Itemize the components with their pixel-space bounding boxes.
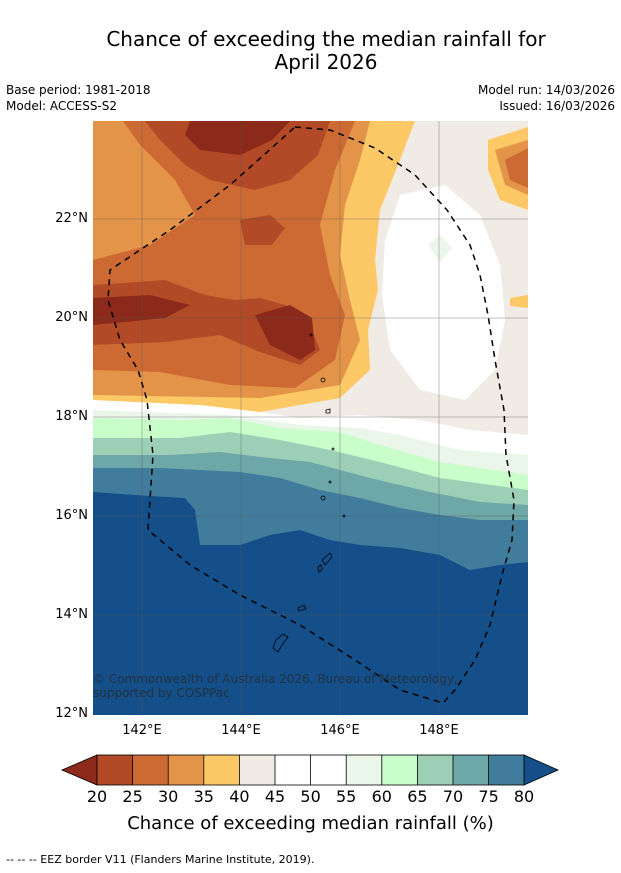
title-line-1: Chance of exceeding the median rainfall … bbox=[106, 27, 546, 51]
colorbar-tick: 40 bbox=[229, 787, 250, 806]
colorbar-bin-50-55 bbox=[310, 755, 347, 785]
model-name: Model: ACCESS-S2 bbox=[6, 99, 118, 113]
colorbar-tick: 50 bbox=[300, 787, 321, 806]
colorbar-tick: 55 bbox=[336, 787, 357, 806]
title-line-2: April 2026 bbox=[274, 50, 378, 74]
colorbar-bin-30-35 bbox=[168, 755, 204, 785]
lon-label-146e: 146°E bbox=[320, 723, 360, 738]
colorbar-low-extension bbox=[60, 754, 98, 786]
colorbar-label: Chance of exceeding median rainfall (%) bbox=[127, 813, 494, 834]
islands bbox=[272, 333, 346, 653]
model-run: Model run: 14/03/2026 bbox=[477, 83, 615, 97]
copyright-notice: © Commonwealth of Australia 2026, Bureau… bbox=[93, 672, 458, 700]
lon-label-142e: 142°E bbox=[122, 723, 162, 738]
colorbar-tick: 30 bbox=[158, 787, 179, 806]
field-40-45-e bbox=[510, 295, 528, 308]
eez-border bbox=[107, 126, 515, 704]
colorbar-bin-20-25 bbox=[97, 755, 133, 785]
colorbar-tick: 70 bbox=[442, 787, 464, 806]
field-20-25-west bbox=[93, 295, 190, 325]
colorbar-bin-25-30 bbox=[132, 755, 169, 785]
colorbar-tick: 60 bbox=[371, 787, 392, 806]
field-25-30-spot bbox=[240, 215, 285, 245]
lat-label-14n: 14°N bbox=[55, 607, 88, 622]
colorbar-bin-45-50 bbox=[275, 755, 311, 785]
lat-label-12n: 12°N bbox=[55, 706, 88, 721]
colorbar-tick: 25 bbox=[122, 787, 143, 806]
colorbar-tick: 20 bbox=[86, 787, 108, 806]
colorbar-bin-35-40 bbox=[203, 755, 240, 785]
colorbar-high-extension bbox=[523, 754, 559, 786]
field-30-35-ne bbox=[505, 148, 528, 188]
colorbar-bin-75-80 bbox=[488, 755, 524, 785]
base-period: Base period: 1981-2018 bbox=[6, 83, 151, 97]
meta-right: Model run: 14/03/2026 Issued: 16/03/2026 bbox=[478, 82, 615, 114]
lat-label-20n: 20°N bbox=[55, 310, 88, 325]
eez-footnote: -- -- -- EEZ border V11 (Flanders Marine… bbox=[6, 853, 315, 866]
lat-label-22n: 22°N bbox=[55, 211, 88, 226]
lat-label-18n: 18°N bbox=[55, 409, 88, 424]
meta-left: Base period: 1981-2018 Model: ACCESS-S2 bbox=[6, 82, 151, 114]
colorbar-bin-70-75 bbox=[453, 755, 489, 785]
colorbar-bin-40-45 bbox=[239, 755, 275, 785]
colorbar-outline bbox=[96, 754, 525, 786]
lon-label-148e: 148°E bbox=[419, 723, 459, 738]
field-80-plus-band bbox=[93, 492, 528, 715]
colorbar-dividers bbox=[132, 755, 490, 785]
probability-field bbox=[93, 121, 528, 715]
colorbar-bin-60-65 bbox=[381, 755, 418, 785]
colorbar-bin-55-60 bbox=[346, 755, 382, 785]
map-title: Chance of exceeding the median rainfall … bbox=[0, 28, 621, 74]
lat-label-16n: 16°N bbox=[55, 508, 88, 523]
field-20-25-north bbox=[185, 121, 290, 155]
colorbar-tick: 35 bbox=[193, 787, 214, 806]
field-45-55-east bbox=[382, 185, 505, 400]
colorbar-bin-65-70 bbox=[417, 755, 453, 785]
lon-label-144e: 144°E bbox=[221, 723, 261, 738]
field-20-25-east bbox=[255, 305, 315, 360]
colorbar bbox=[60, 754, 559, 786]
colorbar-tick: 75 bbox=[478, 787, 499, 806]
field-55-60-spot bbox=[428, 235, 452, 262]
issued-date: Issued: 16/03/2026 bbox=[499, 99, 615, 113]
map-gridlines bbox=[93, 121, 528, 715]
colorbar-tick: 45 bbox=[264, 787, 286, 806]
colorbar-tick: 80 bbox=[513, 787, 535, 806]
colorbar-tick: 65 bbox=[407, 787, 428, 806]
